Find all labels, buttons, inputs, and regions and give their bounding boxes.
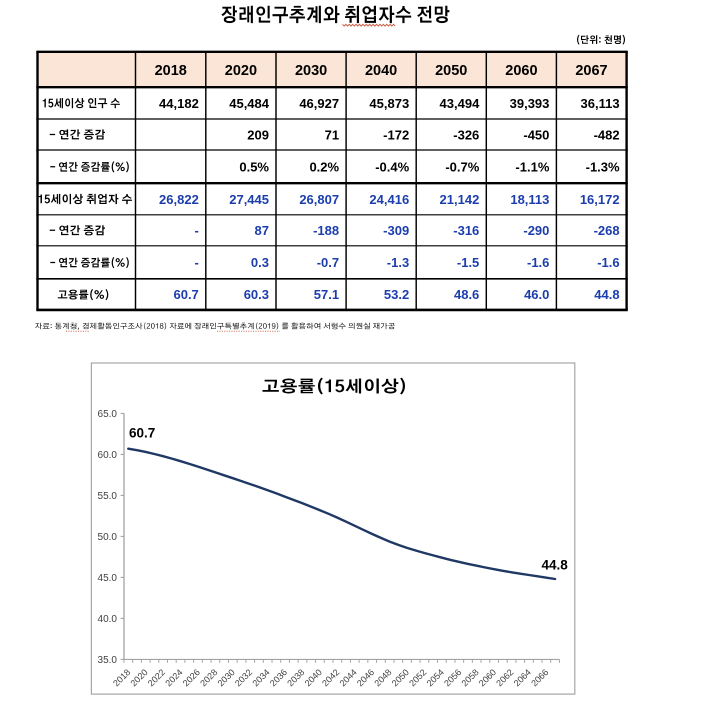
svg-text:2046: 2046 xyxy=(355,667,376,688)
svg-text:-482: -482 xyxy=(594,127,620,142)
svg-text:21,142: 21,142 xyxy=(440,192,480,207)
svg-text:60.7: 60.7 xyxy=(173,287,198,302)
svg-text:-0.7: -0.7 xyxy=(317,255,339,270)
svg-text:-316: -316 xyxy=(453,223,479,238)
svg-text:2030: 2030 xyxy=(295,63,327,79)
svg-text:43,494: 43,494 xyxy=(440,96,481,111)
svg-text:0.3: 0.3 xyxy=(251,255,269,270)
svg-text:16,172: 16,172 xyxy=(580,192,620,207)
svg-text:48.6: 48.6 xyxy=(454,287,479,302)
svg-text:18,113: 18,113 xyxy=(510,192,549,207)
svg-text:87: 87 xyxy=(255,223,269,238)
svg-text:2020: 2020 xyxy=(128,667,149,688)
svg-text:-0.7%: -0.7% xyxy=(445,160,479,175)
svg-text:2040: 2040 xyxy=(365,63,397,79)
svg-text:2028: 2028 xyxy=(198,667,219,688)
svg-text:-1.1%: -1.1% xyxy=(515,160,549,175)
svg-text:-268: -268 xyxy=(594,223,620,238)
svg-text:36,113: 36,113 xyxy=(581,96,620,111)
svg-text:53.2: 53.2 xyxy=(384,287,409,302)
svg-text:44.8: 44.8 xyxy=(542,557,569,572)
svg-text:-1.6: -1.6 xyxy=(527,255,549,270)
svg-text:46,927: 46,927 xyxy=(299,96,339,111)
svg-text:2040: 2040 xyxy=(303,667,324,688)
svg-text:2060: 2060 xyxy=(505,63,537,79)
svg-text:26,822: 26,822 xyxy=(159,192,199,207)
svg-text:57.1: 57.1 xyxy=(314,287,339,302)
svg-text:39,393: 39,393 xyxy=(510,96,550,111)
svg-text:44.8: 44.8 xyxy=(594,287,619,302)
svg-text:65.0: 65.0 xyxy=(98,409,118,420)
svg-text:2030: 2030 xyxy=(216,667,237,688)
svg-text:35.0: 35.0 xyxy=(98,655,118,666)
svg-text:2064: 2064 xyxy=(512,667,533,688)
svg-text:2022: 2022 xyxy=(146,667,167,688)
svg-text:44,182: 44,182 xyxy=(159,96,199,111)
svg-text:-188: -188 xyxy=(313,223,339,238)
svg-text:2052: 2052 xyxy=(407,667,428,688)
svg-text:2018: 2018 xyxy=(155,63,187,79)
svg-text:2036: 2036 xyxy=(268,667,289,688)
svg-text:71: 71 xyxy=(325,127,339,142)
svg-text:40.0: 40.0 xyxy=(98,614,118,625)
svg-text:26,807: 26,807 xyxy=(299,192,339,207)
svg-text:2050: 2050 xyxy=(390,667,411,688)
svg-text:2060: 2060 xyxy=(477,667,498,688)
svg-text:-290: -290 xyxy=(523,223,549,238)
svg-text:2058: 2058 xyxy=(459,667,480,688)
svg-text:-1.5: -1.5 xyxy=(457,255,479,270)
svg-text:2048: 2048 xyxy=(372,667,393,688)
svg-text:60.3: 60.3 xyxy=(244,287,269,302)
svg-text:55.0: 55.0 xyxy=(98,491,118,502)
svg-text:2042: 2042 xyxy=(320,667,341,688)
svg-text:2062: 2062 xyxy=(494,667,515,688)
svg-text:2020: 2020 xyxy=(225,63,257,79)
svg-text:-1.6: -1.6 xyxy=(597,255,619,270)
svg-text:209: 209 xyxy=(247,127,269,142)
svg-text:45,873: 45,873 xyxy=(369,96,409,111)
svg-text:2032: 2032 xyxy=(233,667,254,688)
svg-text:2024: 2024 xyxy=(163,667,184,688)
svg-text:-172: -172 xyxy=(383,127,409,142)
svg-text:46.0: 46.0 xyxy=(524,287,549,302)
svg-text:0.5%: 0.5% xyxy=(239,160,269,175)
svg-text:-0.4%: -0.4% xyxy=(375,160,409,175)
svg-text:2034: 2034 xyxy=(250,667,271,688)
svg-text:60.7: 60.7 xyxy=(129,425,155,440)
svg-text:0.2%: 0.2% xyxy=(309,160,339,175)
svg-text:45.0: 45.0 xyxy=(98,573,118,584)
svg-text:-: - xyxy=(194,223,198,238)
svg-text:2018: 2018 xyxy=(111,667,132,688)
svg-text:2067: 2067 xyxy=(575,63,607,79)
svg-text:24,416: 24,416 xyxy=(369,192,409,207)
svg-text:2056: 2056 xyxy=(442,667,463,688)
svg-text:2038: 2038 xyxy=(285,667,306,688)
svg-text:2044: 2044 xyxy=(338,667,359,688)
svg-text:-: - xyxy=(194,255,198,270)
svg-text:60.0: 60.0 xyxy=(98,450,118,461)
svg-text:-1.3%: -1.3% xyxy=(586,160,620,175)
svg-text:-326: -326 xyxy=(453,127,479,142)
svg-text:-1.3: -1.3 xyxy=(387,255,409,270)
svg-text:-309: -309 xyxy=(383,223,409,238)
svg-text:27,445: 27,445 xyxy=(229,192,269,207)
svg-text:50.0: 50.0 xyxy=(98,532,118,543)
svg-text:45,484: 45,484 xyxy=(229,96,270,111)
svg-text:2050: 2050 xyxy=(435,63,467,79)
svg-text:-450: -450 xyxy=(523,127,549,142)
svg-text:2054: 2054 xyxy=(425,667,446,688)
svg-text:2026: 2026 xyxy=(181,667,202,688)
svg-text:2066: 2066 xyxy=(529,667,550,688)
